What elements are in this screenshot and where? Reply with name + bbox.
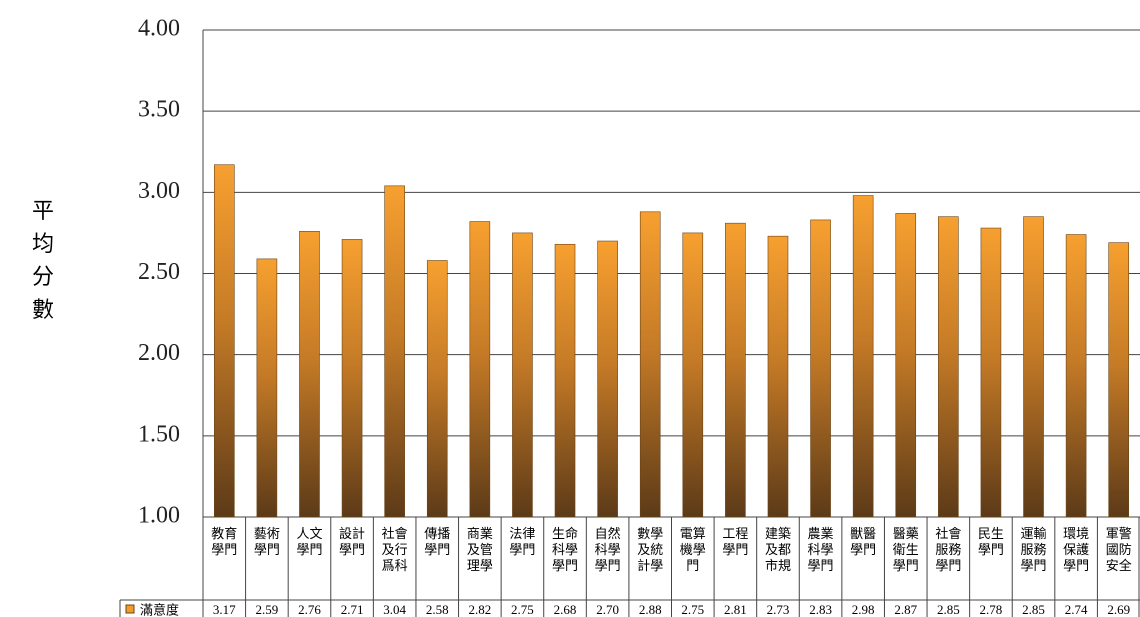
legend-label: 滿意度 (140, 603, 179, 617)
value-label: 2.70 (596, 602, 619, 617)
value-label: 2.68 (554, 602, 577, 617)
value-label: 2.74 (1065, 602, 1088, 617)
x-tick-label: 民生學門 (977, 527, 1004, 558)
bar (554, 243, 576, 518)
bar (938, 216, 959, 518)
value-label: 2.78 (980, 602, 1003, 617)
value-label: 3.17 (213, 602, 236, 617)
value-label: 2.75 (511, 602, 534, 617)
y-tick-label: 1.50 (138, 421, 180, 447)
bar (1065, 234, 1087, 518)
bar (384, 185, 405, 518)
legend-swatch (125, 604, 135, 614)
y-axis-label: 平均分數 (32, 199, 55, 323)
bar (426, 260, 448, 518)
bar (852, 195, 874, 518)
value-label: 2.73 (767, 602, 790, 617)
bar (256, 258, 278, 518)
x-tick-label: 獸醫學門 (850, 527, 877, 558)
x-tick-label: 教育學門 (211, 527, 238, 558)
y-tick-label: 2.50 (138, 259, 180, 285)
x-tick-label: 設計學門 (339, 527, 366, 558)
y-tick-label: 3.50 (138, 97, 180, 123)
x-tick-label: 數學及統計學 (637, 527, 664, 574)
bar (1023, 216, 1044, 518)
value-label: 2.76 (298, 602, 321, 617)
bar (512, 232, 533, 518)
value-label: 2.82 (468, 602, 491, 617)
value-label: 2.71 (341, 602, 364, 617)
y-tick-label: 3.00 (138, 178, 180, 204)
x-tick-label: 社會服務學門 (935, 527, 962, 574)
x-tick-label: 生命科學學門 (552, 527, 579, 574)
bar (767, 235, 789, 518)
x-tick-label: 工程學門 (722, 527, 749, 558)
value-label: 2.98 (852, 602, 875, 617)
value-label: 2.81 (724, 602, 747, 617)
bar (682, 232, 704, 518)
value-label: 2.85 (1022, 602, 1045, 617)
value-label: 2.85 (937, 602, 960, 617)
x-tick-label: 法律學門 (509, 527, 536, 558)
value-label: 2.58 (426, 602, 449, 617)
y-tick-label: 4.00 (138, 16, 180, 42)
x-tick-label: 人文學門 (296, 527, 323, 558)
y-tick-label: 1.00 (138, 503, 180, 529)
x-tick-label: 電算機學門 (679, 527, 706, 574)
x-tick-label: 環境保護學門 (1063, 527, 1090, 574)
bar (895, 213, 917, 518)
bar (597, 240, 618, 518)
value-label: 2.69 (1107, 602, 1130, 617)
bar (1108, 242, 1130, 518)
value-label: 2.59 (256, 602, 279, 617)
y-tick-label: 2.00 (138, 340, 180, 366)
value-label: 2.87 (894, 602, 917, 617)
value-label: 2.88 (639, 602, 662, 617)
x-tick-label: 運輸服務學門 (1020, 527, 1047, 574)
x-tick-label: 傳播學門 (424, 527, 451, 558)
x-tick-label: 建築及都市規 (764, 527, 791, 574)
bar (341, 239, 363, 518)
bar (469, 221, 491, 518)
bar (639, 211, 661, 518)
value-label: 3.04 (383, 602, 406, 617)
bar (725, 222, 746, 518)
value-label: 2.75 (681, 602, 704, 617)
bar (213, 164, 235, 518)
x-tick-label: 自然科學學門 (594, 527, 621, 574)
x-tick-label: 藝術學門 (253, 527, 280, 558)
x-tick-label: 醫藥衛生學門 (892, 527, 919, 574)
bar (299, 230, 320, 518)
x-tick-label: 商業及管理學 (466, 527, 493, 574)
x-tick-label: 農業科學學門 (807, 527, 834, 574)
value-label: 2.83 (809, 602, 832, 617)
x-tick-label: 軍警國防安全 (1105, 527, 1132, 574)
x-tick-label: 社會及行爲科 (381, 527, 408, 574)
bar (810, 219, 831, 518)
bar (980, 227, 1002, 518)
